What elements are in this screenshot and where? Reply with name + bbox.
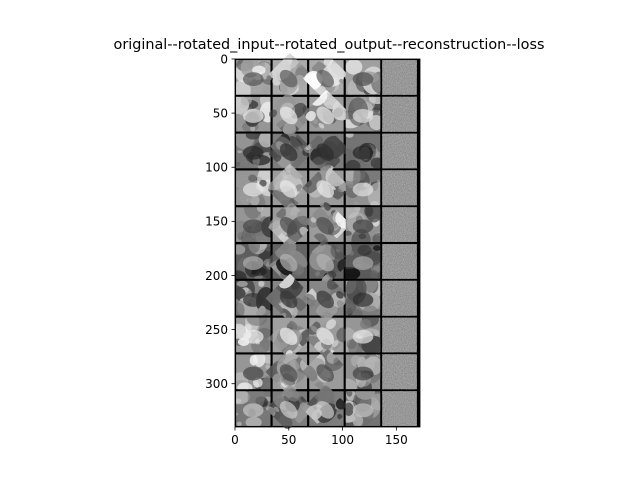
tile-r7-loss <box>382 317 417 353</box>
x-tick-label-150: 150 <box>385 433 408 447</box>
tile-r4-rotated_output <box>306 202 351 249</box>
tile-r1-reconstruction <box>345 96 381 132</box>
tile-r5-original <box>236 244 271 279</box>
tile-r2-reconstruction <box>345 133 381 169</box>
tile-r4-loss <box>382 207 417 242</box>
tile-r3-loss <box>382 170 417 206</box>
tile-r4-reconstruction <box>345 207 381 242</box>
chart-title: original--rotated_input--rotated_output-… <box>114 37 545 53</box>
x-tick-label-50: 50 <box>281 433 296 447</box>
tile-r3-rotated_output <box>302 164 351 211</box>
tile-r6-original <box>236 280 271 316</box>
tile-r8-reconstruction <box>345 354 381 390</box>
tile-r4-original <box>236 207 271 242</box>
tile-r5-rotated_output <box>309 239 351 286</box>
axes-frame <box>234 58 421 428</box>
tile-r9-reconstruction <box>345 391 381 426</box>
x-tick-label-0: 0 <box>231 433 239 447</box>
tile-r8-original <box>236 354 271 390</box>
tile-r6-loss <box>382 280 417 316</box>
tile-r0-original <box>236 60 271 95</box>
tile-r8-rotated_output <box>302 347 345 397</box>
y-tick-label-0: 0 <box>220 52 228 66</box>
tile-r8-loss <box>382 354 417 390</box>
tile-r0-rotated_output <box>302 56 351 97</box>
tile-r9-original <box>236 391 271 426</box>
tile-r5-reconstruction <box>345 244 381 279</box>
tile-r3-reconstruction <box>345 170 381 206</box>
tile-r9-rotated_output <box>302 385 348 426</box>
tile-r2-loss <box>382 133 417 169</box>
y-tick-label-200: 200 <box>205 269 228 283</box>
tile-r7-original <box>236 317 271 353</box>
y-tick-label-50: 50 <box>213 106 228 120</box>
tile-r9-loss <box>382 391 417 426</box>
tile-r1-loss <box>382 96 417 132</box>
tile-r0-loss <box>382 60 417 95</box>
tile-r6-rotated_output <box>302 275 351 323</box>
x-tick-label-100: 100 <box>331 433 354 447</box>
y-tick-label-250: 250 <box>205 323 228 337</box>
tile-r0-reconstruction <box>345 60 381 95</box>
y-tick-label-100: 100 <box>205 161 228 175</box>
tile-r5-loss <box>382 244 417 279</box>
tile-r2-rotated_input <box>265 133 313 169</box>
image-grid <box>235 52 420 429</box>
y-tick-label-300: 300 <box>205 377 228 391</box>
tile-r4-rotated_input <box>266 200 314 250</box>
tile-r6-reconstruction <box>345 280 381 316</box>
tile-r3-rotated_input <box>265 163 308 213</box>
y-tick-label-150: 150 <box>205 215 228 229</box>
tile-r7-rotated_input <box>268 317 315 360</box>
tile-r3-original <box>236 170 271 206</box>
tile-r7-reconstruction <box>345 317 381 353</box>
tile-r5-rotated_input <box>266 237 308 286</box>
tile-r2-original <box>236 133 271 169</box>
axes: 0 50 100 150 0 50 100 150 200 250 300 <box>205 52 421 447</box>
tile-r1-original <box>236 96 271 132</box>
